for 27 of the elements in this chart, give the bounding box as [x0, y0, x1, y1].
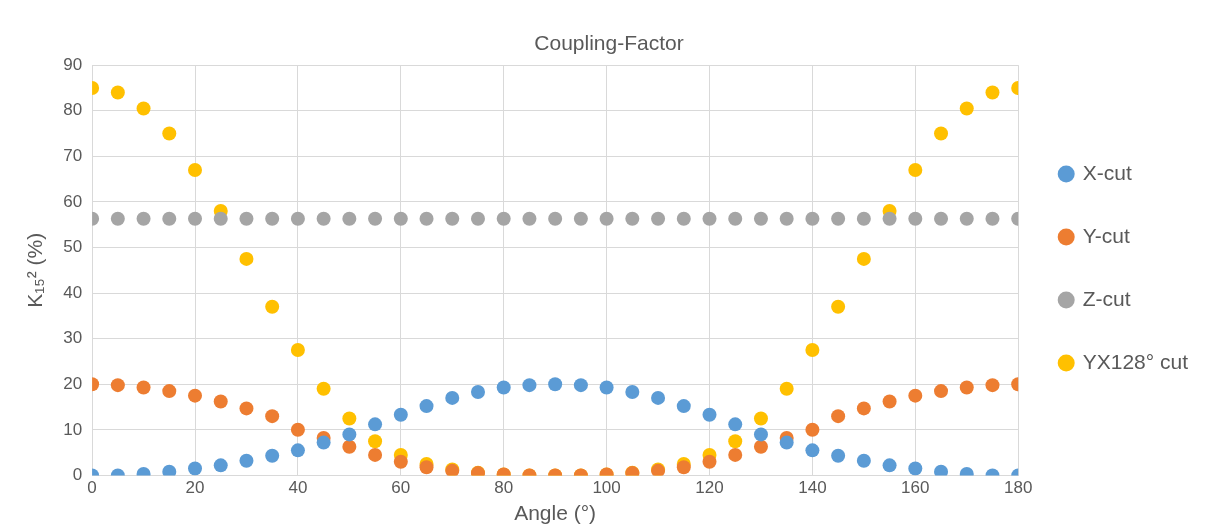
legend-label: Y-cut [1082, 223, 1130, 247]
x-tick-label: 20 [185, 478, 205, 498]
y-tick-label: 30 [63, 328, 83, 348]
x-tick-label: 120 [695, 478, 724, 498]
x-tick-label: 0 [87, 478, 97, 498]
y-tick-label: 40 [63, 282, 83, 302]
x-axis-title: Angle (°) [514, 501, 597, 525]
y-tick-label: 50 [63, 237, 83, 257]
y-tick-label: 0 [72, 465, 83, 485]
x-tick-label: 60 [391, 478, 411, 498]
legend-label: X-cut [1082, 160, 1132, 184]
y-tick-label: 90 [63, 54, 83, 74]
x-tick-label: 40 [288, 478, 308, 498]
y-tick-label: 80 [63, 100, 83, 120]
y-tick-label: 60 [63, 191, 83, 211]
y-tick-label: 70 [63, 146, 83, 166]
y-axis-title: K₁₅² (%) [23, 232, 47, 308]
x-tick-label: 80 [494, 478, 514, 498]
x-tick-label: 140 [798, 478, 827, 498]
y-tick-label: 10 [63, 419, 83, 439]
x-tick-label: 180 [1004, 478, 1033, 498]
chart-title: Coupling-Factor [534, 31, 684, 55]
legend-label: Z-cut [1082, 286, 1131, 310]
y-tick-label: 20 [63, 373, 83, 393]
x-tick-label: 160 [901, 478, 930, 498]
x-tick-label: 100 [592, 478, 621, 498]
legend-label: YX128° cut [1082, 349, 1189, 373]
